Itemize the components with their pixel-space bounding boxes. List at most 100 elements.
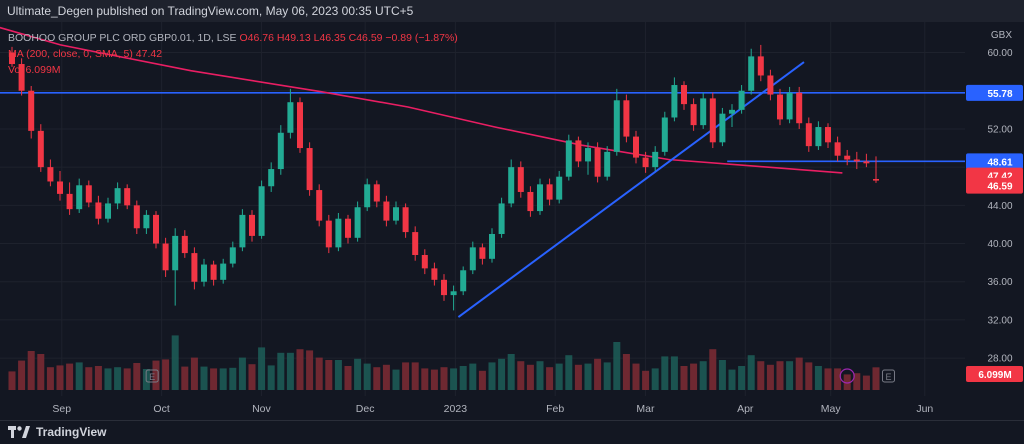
- candle-body: [335, 218, 342, 248]
- volume-bar: [8, 371, 16, 390]
- footer-bar: TradingView: [0, 420, 1024, 444]
- candle-body: [450, 291, 457, 296]
- candle-body: [37, 130, 44, 168]
- candle-body: [172, 235, 179, 271]
- volume-tag-label: 6.099M: [978, 370, 1011, 381]
- volume-bar: [267, 365, 275, 390]
- volume-bar: [238, 357, 246, 390]
- volume-bar: [498, 358, 506, 390]
- price-tag: [966, 153, 1023, 170]
- volume-bar: [699, 361, 707, 390]
- y-tick-label: 44.00: [987, 201, 1012, 212]
- y-tick-label: 32.00: [987, 315, 1012, 326]
- candle-body: [767, 75, 774, 95]
- candle-body: [354, 207, 361, 238]
- volume-bar: [757, 361, 765, 390]
- price-tag-label: 55.78: [987, 89, 1012, 100]
- candle-body: [441, 279, 447, 296]
- volume-bar: [766, 364, 774, 390]
- earnings-marker-icon: [881, 369, 895, 383]
- x-tick-label: May: [821, 403, 842, 415]
- candle-body: [153, 214, 159, 244]
- candle-body: [287, 102, 294, 133]
- volume-bar: [526, 364, 534, 390]
- legend-ohlc: O46.76 H49.13 L46.35 C46.59 −0.89 (−1.87…: [239, 32, 458, 44]
- candle-body: [489, 233, 495, 259]
- candle-body: [642, 157, 649, 168]
- candle-body: [383, 201, 390, 221]
- volume-bar: [632, 363, 640, 390]
- x-tick-label: Feb: [546, 403, 564, 415]
- moving-average-line: [0, 26, 843, 174]
- volume-bar: [853, 373, 861, 390]
- candlestick-chart[interactable]: 60.0056.0052.0048.0044.0040.0036.0032.00…: [0, 22, 1024, 420]
- earnings-marker-label: E: [149, 372, 155, 382]
- candle-body: [325, 220, 332, 248]
- candle-body: [431, 268, 438, 280]
- currency-label: GBX: [990, 30, 1012, 41]
- volume-bar: [747, 355, 755, 390]
- candle-body: [777, 94, 783, 120]
- earnings-marker-icon: [145, 369, 159, 383]
- volume-bar: [219, 368, 227, 390]
- volume-bar: [75, 362, 83, 390]
- x-tick-label: Apr: [737, 403, 754, 415]
- trendline: [457, 61, 805, 318]
- candle-body: [537, 184, 543, 212]
- volume-bar: [296, 349, 304, 390]
- x-tick-label: 2023: [444, 403, 468, 415]
- volume-bar: [210, 368, 218, 390]
- price-tag-label: 47.42: [987, 172, 1012, 183]
- candle-body: [690, 104, 697, 126]
- volume-bar: [862, 375, 870, 390]
- volume-bar: [603, 362, 611, 390]
- volume-bar: [622, 354, 630, 390]
- volume-bar: [56, 365, 64, 390]
- candle-body: [834, 142, 841, 156]
- volume-bar: [37, 354, 45, 390]
- candle-body: [191, 253, 198, 282]
- candle-body: [229, 247, 236, 264]
- tradingview-brand[interactable]: TradingView: [8, 425, 106, 439]
- x-tick-label: Sep: [52, 403, 71, 415]
- candle-body: [345, 218, 351, 238]
- y-tick-label: 36.00: [987, 277, 1012, 288]
- volume-bar: [776, 361, 784, 390]
- x-tick-label: Nov: [252, 403, 271, 415]
- candle-body: [277, 132, 284, 170]
- candle-body: [239, 214, 246, 248]
- candle-body: [393, 207, 399, 221]
- volume-bar: [718, 360, 726, 390]
- volume-bar: [162, 359, 170, 390]
- volume-bar: [814, 366, 822, 390]
- candle-body: [623, 100, 630, 137]
- y-tick-label: 52.00: [987, 124, 1012, 135]
- volume-bar: [555, 363, 563, 390]
- candle-body: [709, 98, 716, 143]
- volume-bar: [104, 368, 112, 390]
- volume-bar: [488, 362, 496, 390]
- volume-bar: [315, 357, 323, 390]
- candle-body: [258, 186, 265, 236]
- volume-bar: [670, 356, 678, 390]
- volume-bar: [843, 374, 851, 390]
- chart-area[interactable]: 60.0056.0052.0048.0044.0040.0036.0032.00…: [0, 22, 1024, 420]
- candle-body: [594, 148, 601, 177]
- volume-bar: [795, 357, 803, 390]
- candle-body: [748, 56, 755, 91]
- volume-bar: [402, 362, 410, 390]
- candle-body: [201, 264, 207, 282]
- candle-body: [873, 178, 879, 181]
- volume-bar: [565, 355, 573, 390]
- volume-bar: [421, 368, 429, 390]
- volume-bar: [248, 364, 256, 390]
- volume-bar: [123, 368, 131, 390]
- volume-bar: [354, 358, 362, 390]
- volume-bar: [728, 369, 736, 390]
- volume-bar: [382, 364, 390, 390]
- price-tag: [966, 84, 1023, 101]
- candle-body: [249, 214, 255, 236]
- candle-body: [105, 203, 111, 219]
- candle-body: [527, 191, 534, 212]
